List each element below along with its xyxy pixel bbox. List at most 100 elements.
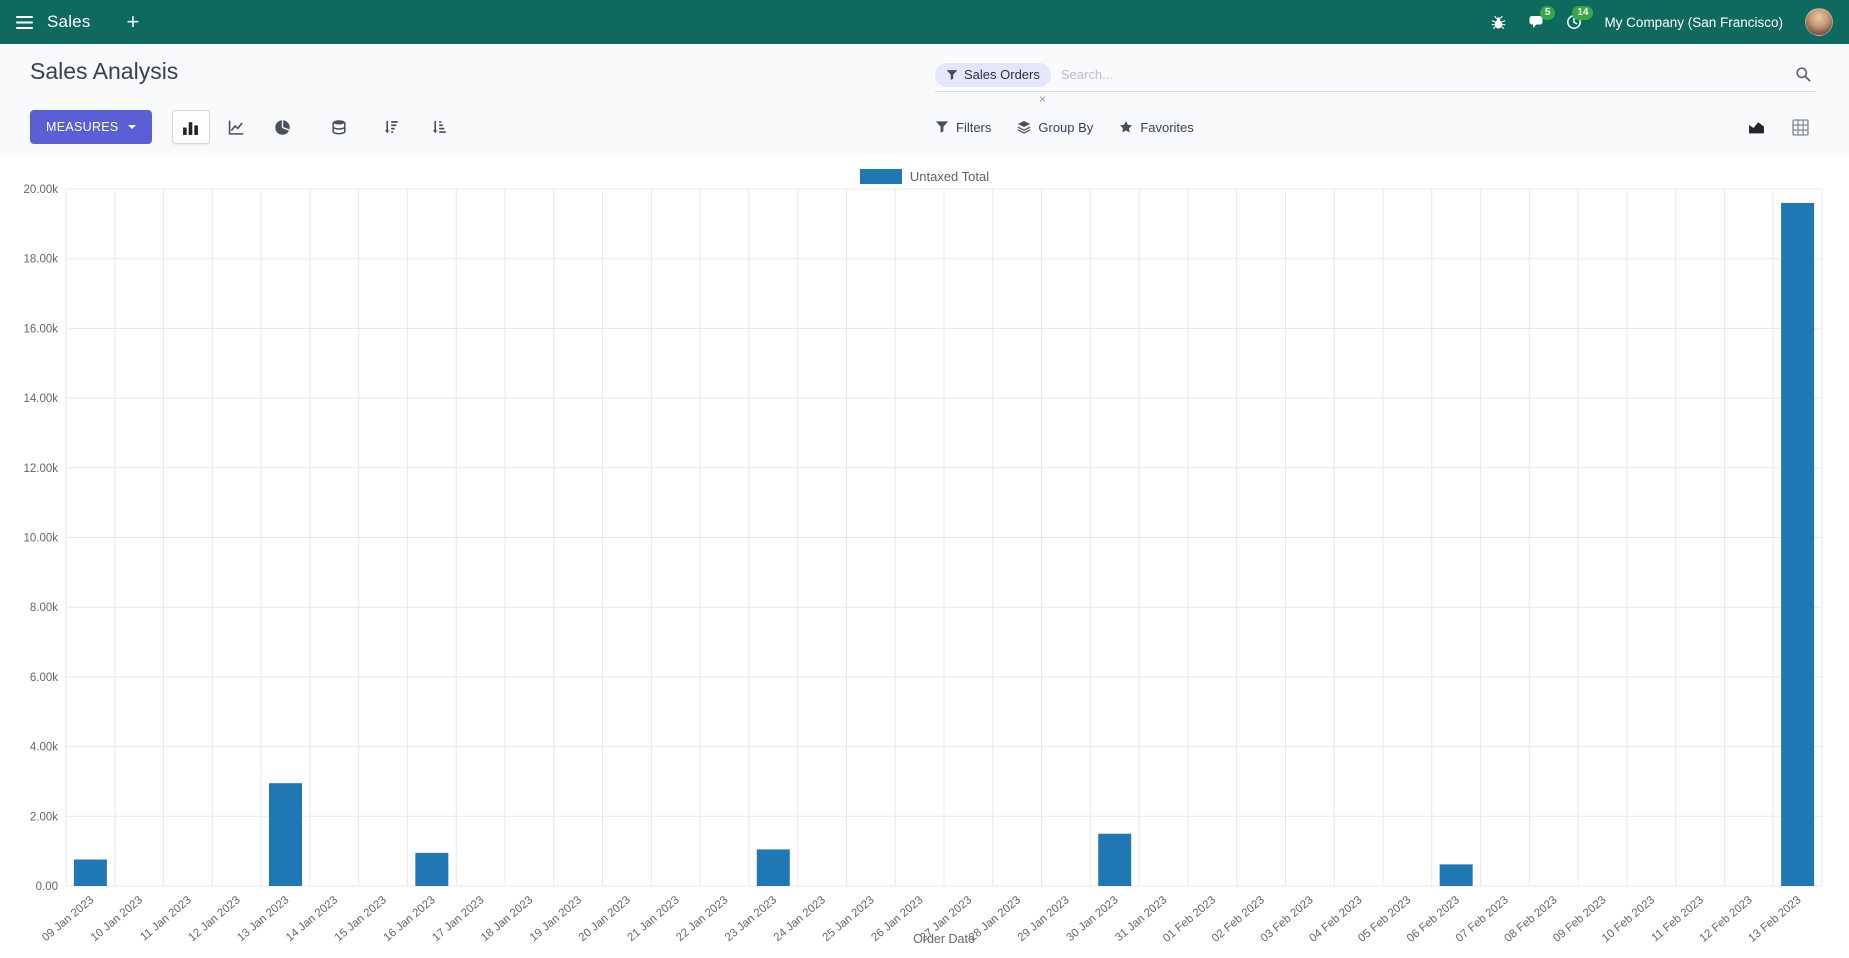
- bug-icon: [1492, 15, 1506, 29]
- x-axis-tick: 13 Jan 2023: [235, 894, 291, 944]
- app-name[interactable]: Sales: [47, 12, 91, 31]
- x-axis-tick: 13 Feb 2023: [1746, 894, 1803, 945]
- search-input[interactable]: [1050, 67, 1795, 82]
- bar-13-feb-2023[interactable]: [1781, 202, 1815, 886]
- pivot-table-icon: [1791, 118, 1809, 136]
- x-axis-tick: 05 Feb 2023: [1356, 894, 1413, 945]
- x-axis-tick: 22 Jan 2023: [674, 894, 730, 944]
- user-avatar[interactable]: [1805, 8, 1833, 36]
- sort-asc-icon: [432, 121, 446, 134]
- x-axis-tick: 06 Feb 2023: [1405, 894, 1462, 945]
- x-axis-tick: 23 Jan 2023: [723, 894, 779, 944]
- bar-chart-icon: [183, 121, 198, 135]
- x-axis-tick: 14 Jan 2023: [284, 894, 340, 944]
- bar-23-jan-2023[interactable]: [756, 849, 790, 886]
- database-stack-icon: [332, 120, 346, 135]
- x-axis-tick: 19 Jan 2023: [528, 894, 584, 944]
- x-axis-tick: 09 Jan 2023: [40, 894, 96, 944]
- bar-30-jan-2023[interactable]: [1098, 833, 1132, 886]
- measures-label: MEASURES: [46, 120, 119, 134]
- messages-menu[interactable]: 5: [1528, 6, 1556, 30]
- x-axis-tick: 07 Feb 2023: [1454, 894, 1511, 945]
- chart-type-switcher: [171, 110, 302, 144]
- pie-chart-button[interactable]: [264, 110, 302, 144]
- search-bar[interactable]: Sales Orders ×: [935, 58, 1816, 105]
- company-switcher[interactable]: My Company (San Francisco): [1604, 14, 1783, 30]
- bar-16-jan-2023[interactable]: [415, 852, 449, 886]
- favorites-label: Favorites: [1140, 119, 1194, 135]
- x-axis-tick: 08 Feb 2023: [1502, 894, 1559, 945]
- legend-swatch: [859, 168, 902, 184]
- layers-icon: [1017, 121, 1031, 134]
- bar-09-jan-2023[interactable]: [73, 859, 107, 886]
- favorites-button[interactable]: Favorites: [1119, 119, 1194, 135]
- chevron-down-icon: [127, 125, 136, 129]
- x-axis-tick: 01 Feb 2023: [1161, 894, 1218, 945]
- stacked-toggle-button[interactable]: [320, 110, 358, 144]
- y-axis-tick: 16.00k: [23, 323, 58, 335]
- graph-view-button[interactable]: [1737, 110, 1775, 144]
- sort-descending-button[interactable]: [372, 110, 410, 144]
- search-facet[interactable]: Sales Orders: [935, 62, 1051, 87]
- x-axis-tick: 20 Jan 2023: [577, 894, 633, 944]
- bar-13-jan-2023[interactable]: [269, 783, 302, 886]
- area-chart-icon: [1748, 121, 1764, 133]
- x-axis-tick: 25 Jan 2023: [821, 894, 877, 944]
- pivot-view-button[interactable]: [1781, 110, 1819, 144]
- x-axis-tick: 10 Jan 2023: [89, 894, 145, 944]
- x-axis-tick: 09 Feb 2023: [1551, 894, 1608, 945]
- sales-analysis-bar-chart[interactable]: Order Date 0.00 2.00k 4.00k 6.00k 8.00k 10.00…: [0, 184, 1849, 958]
- x-axis-tick: 24 Jan 2023: [772, 894, 828, 944]
- activities-menu[interactable]: 14: [1566, 6, 1594, 30]
- y-axis-tick: 0.00: [36, 881, 58, 893]
- x-axis-title: Order Date: [913, 932, 975, 946]
- graph-toolbar: MEASURES: [30, 110, 458, 144]
- search-icon[interactable]: [1795, 66, 1812, 83]
- new-tab-icon[interactable]: +: [126, 9, 140, 34]
- facet-label: Sales Orders: [964, 67, 1040, 82]
- filter-icon: [935, 121, 949, 133]
- line-chart-icon: [228, 120, 244, 135]
- search-options-bar: Filters Group By Favorites: [935, 110, 1194, 144]
- apps-menu-icon[interactable]: [16, 15, 33, 30]
- chart-legend[interactable]: Untaxed Total: [0, 167, 1849, 185]
- filter-facet-icon: [946, 69, 958, 80]
- x-axis-tick: 21 Jan 2023: [625, 894, 681, 944]
- x-axis-tick: 16 Jan 2023: [382, 894, 438, 944]
- top-navbar: Sales + 5 14: [0, 0, 1849, 44]
- y-axis-tick: 8.00k: [30, 602, 58, 614]
- chart-area: Untaxed Total Order Date 0.00 2.00k 4.00k 6…: [0, 155, 1849, 958]
- y-axis-tick: 2.00k: [30, 811, 58, 823]
- y-axis-tick: 14.00k: [23, 393, 58, 405]
- x-axis-tick: 29 Jan 2023: [1016, 894, 1072, 944]
- group-by-button[interactable]: Group By: [1017, 120, 1093, 135]
- line-chart-button[interactable]: [218, 110, 256, 144]
- facet-remove-icon[interactable]: ×: [1039, 92, 1047, 106]
- debug-bug-icon[interactable]: [1491, 15, 1506, 30]
- group-by-label: Group By: [1038, 119, 1094, 135]
- x-axis-tick: 15 Jan 2023: [333, 894, 389, 944]
- chat-icon: [1529, 16, 1543, 28]
- x-axis-tick: 30 Jan 2023: [1064, 894, 1120, 944]
- y-axis-tick: 10.00k: [23, 533, 58, 545]
- star-icon: [1120, 120, 1133, 133]
- x-axis-tick: 04 Feb 2023: [1307, 894, 1364, 945]
- y-axis-tick: 18.00k: [23, 254, 58, 266]
- pie-chart-icon: [275, 119, 290, 135]
- y-axis-tick: 4.00k: [30, 742, 58, 754]
- sort-ascending-button[interactable]: [420, 110, 458, 144]
- x-axis-tick: 03 Feb 2023: [1259, 894, 1316, 945]
- measures-button[interactable]: MEASURES: [30, 110, 152, 144]
- control-panel: Sales Analysis Sales Orders × MEASURES: [0, 44, 1849, 155]
- bar-chart-button[interactable]: [171, 110, 210, 144]
- bar-06-feb-2023[interactable]: [1439, 864, 1473, 886]
- x-axis-tick: 17 Jan 2023: [430, 894, 486, 944]
- activities-badge: 14: [1572, 6, 1594, 20]
- filters-button[interactable]: Filters: [935, 120, 991, 135]
- x-axis-tick: 12 Feb 2023: [1698, 894, 1755, 945]
- y-axis-tick: 20.00k: [23, 184, 58, 196]
- page-title: Sales Analysis: [30, 58, 179, 84]
- y-axis-tick: 12.00k: [23, 463, 58, 475]
- filters-label: Filters: [956, 119, 992, 135]
- x-axis-tick: 18 Jan 2023: [479, 894, 535, 944]
